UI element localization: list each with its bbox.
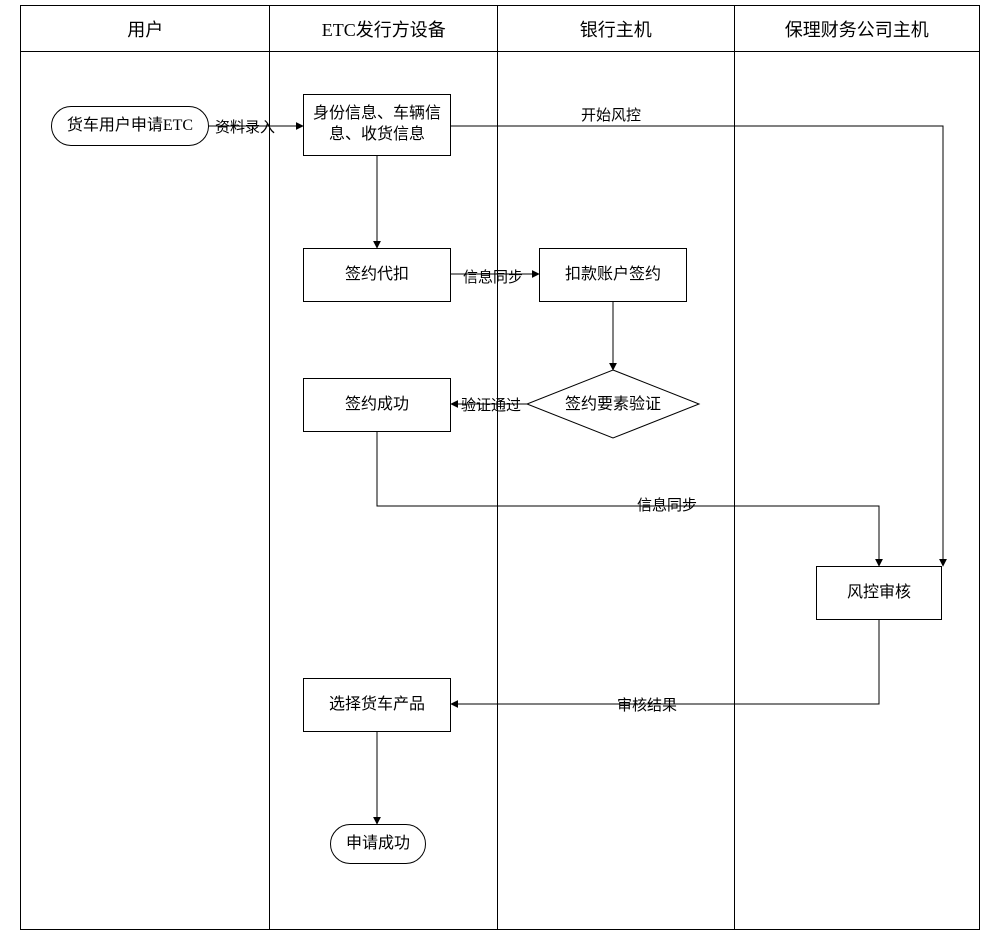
edge-label-start-info: 资料录入: [215, 116, 275, 137]
edge-label-sign_deduct-deduct_pact: 信息同步: [463, 266, 523, 287]
lane-header-issuer: ETC发行方设备: [270, 6, 498, 51]
edge-label-risk_review-pick_product: 审核结果: [617, 694, 677, 715]
lane-header-row: 用户 ETC发行方设备 银行主机 保理财务公司主机: [21, 6, 979, 52]
edge-labels-layer: 资料录入开始风控信息同步验证通过信息同步审核结果: [21, 52, 981, 931]
lane-header-bank: 银行主机: [498, 6, 735, 51]
edge-label-info-risk_review: 开始风控: [581, 104, 641, 125]
edge-label-sign_ok-risk_review: 信息同步: [637, 494, 697, 515]
lane-header-factor: 保理财务公司主机: [735, 6, 979, 51]
lane-header-user: 用户: [21, 6, 270, 51]
swimlane-container: 用户 ETC发行方设备 银行主机 保理财务公司主机 签约要素验证 货车用户申请E…: [20, 5, 980, 930]
edge-label-verify-sign_ok: 验证通过: [461, 394, 521, 415]
